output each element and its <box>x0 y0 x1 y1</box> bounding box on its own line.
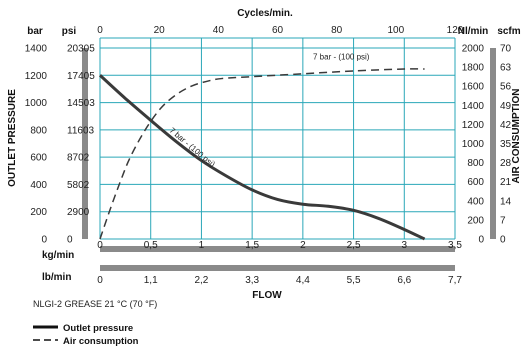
right-axis-title: AIR CONSUMPTION <box>511 89 522 184</box>
lb-axis-label: lb/min <box>42 272 71 283</box>
top-tick-label: 120 <box>447 25 464 36</box>
left-tick-psi: 14503 <box>67 98 95 109</box>
kg-axis-label: kg/min <box>42 250 74 261</box>
top-tick-label: 100 <box>387 25 404 36</box>
right-unit-scfm: scfm <box>497 26 520 37</box>
lb-axis-bar <box>100 265 455 271</box>
kg-tick-label: 0 <box>97 240 103 251</box>
right-tick-scfm: 56 <box>500 82 512 93</box>
left-axis-bar <box>82 48 88 239</box>
right-tick-scfm: 42 <box>500 120 512 131</box>
right-tick-nlmin: 1000 <box>462 139 485 150</box>
kg-tick-label: 1,5 <box>245 240 259 251</box>
right-tick-nlmin: 1800 <box>462 63 485 74</box>
top-axis-title: Cycles/min. <box>237 8 293 19</box>
left-tick-bar: 1200 <box>25 71 48 82</box>
grid <box>99 37 456 240</box>
right-tick-scfm: 14 <box>500 196 512 207</box>
left-tick-psi: 0 <box>67 235 73 246</box>
air-consumption-line <box>99 68 425 240</box>
kg-tick-label: 3,5 <box>448 240 462 251</box>
series: 7 bar - (100 psi) 7 bar - (100 psi) <box>98 52 426 241</box>
left-tick-bar: 1400 <box>25 44 48 55</box>
lb-tick-label: 6,6 <box>397 275 411 286</box>
right-tick-scfm: 49 <box>500 101 512 112</box>
right-tick-nlmin: 1400 <box>462 101 485 112</box>
grease-note: NLGI-2 GREASE 21 °C (70 °F) <box>33 299 157 309</box>
top-tick-label: 40 <box>213 25 225 36</box>
right-tick-scfm: 7 <box>500 215 506 226</box>
right-tick-nlmin: 0 <box>478 235 484 246</box>
left-tick-bar: 600 <box>30 153 47 164</box>
right-tick-nlmin: 1200 <box>462 120 485 131</box>
left-unit-psi: psi <box>62 26 77 37</box>
air-consumption-curve-label: 7 bar - (100 psi) <box>313 52 370 61</box>
lb-tick-label: 5,5 <box>347 275 361 286</box>
kg-tick-label: 3 <box>402 240 408 251</box>
lb-tick-label: 7,7 <box>448 275 462 286</box>
top-tick-label: 0 <box>97 25 103 36</box>
lb-tick-label: 4,4 <box>296 275 310 286</box>
left-tick-psi: 11603 <box>67 125 95 136</box>
legend: Outlet pressure Air consumption <box>33 323 139 347</box>
outlet-pressure-line <box>98 74 426 241</box>
right-tick-scfm: 63 <box>500 63 512 74</box>
right-tick-scfm: 35 <box>500 139 512 150</box>
left-tick-bar: 1000 <box>25 98 48 109</box>
right-tick-nlmin: 1600 <box>462 82 485 93</box>
kg-tick-label: 1 <box>199 240 205 251</box>
top-tick-label: 80 <box>331 25 343 36</box>
left-tick-psi: 5802 <box>67 180 90 191</box>
left-unit-bar: bar <box>27 26 43 37</box>
outlet-pressure-curve-label: 7 bar - (100 psi) <box>168 126 217 169</box>
left-tick-psi: 2900 <box>67 207 90 218</box>
right-tick-nlmin: 800 <box>467 158 484 169</box>
right-axis-bar <box>490 48 496 239</box>
kg-tick-label: 2,5 <box>347 240 361 251</box>
right-tick-nlmin: 200 <box>467 215 484 226</box>
left-tick-bar: 800 <box>30 125 47 136</box>
legend-label-outlet-pressure: Outlet pressure <box>63 323 133 334</box>
kg-tick-label: 2 <box>300 240 306 251</box>
kg-axis-bar <box>100 246 455 252</box>
left-axis-title: OUTLET PRESSURE <box>7 89 18 187</box>
lb-tick-label: 0 <box>97 275 103 286</box>
right-tick-nlmin: 400 <box>467 196 484 207</box>
right-tick-scfm: 0 <box>500 235 506 246</box>
right-tick-nlmin: 2000 <box>462 44 485 55</box>
lb-tick-label: 1,1 <box>144 275 158 286</box>
kg-tick-label: 0,5 <box>144 240 158 251</box>
right-unit-nlmin: Nl/min <box>458 26 489 37</box>
bottom-axis-title: FLOW <box>252 290 282 301</box>
left-tick-psi: 20305 <box>67 44 95 55</box>
lb-tick-label: 2,2 <box>194 275 208 286</box>
top-tick-label: 60 <box>272 25 284 36</box>
right-tick-scfm: 28 <box>500 158 512 169</box>
right-tick-scfm: 70 <box>500 44 512 55</box>
left-tick-psi: 8702 <box>67 153 90 164</box>
legend-label-air-consumption: Air consumption <box>63 336 139 347</box>
left-tick-psi: 17405 <box>67 71 95 82</box>
right-tick-nlmin: 600 <box>467 177 484 188</box>
right-tick-scfm: 21 <box>500 177 512 188</box>
top-tick-label: 20 <box>154 25 166 36</box>
lb-tick-label: 3,3 <box>245 275 259 286</box>
left-tick-bar: 400 <box>30 180 47 191</box>
left-tick-bar: 0 <box>41 235 47 246</box>
left-tick-bar: 200 <box>30 207 47 218</box>
